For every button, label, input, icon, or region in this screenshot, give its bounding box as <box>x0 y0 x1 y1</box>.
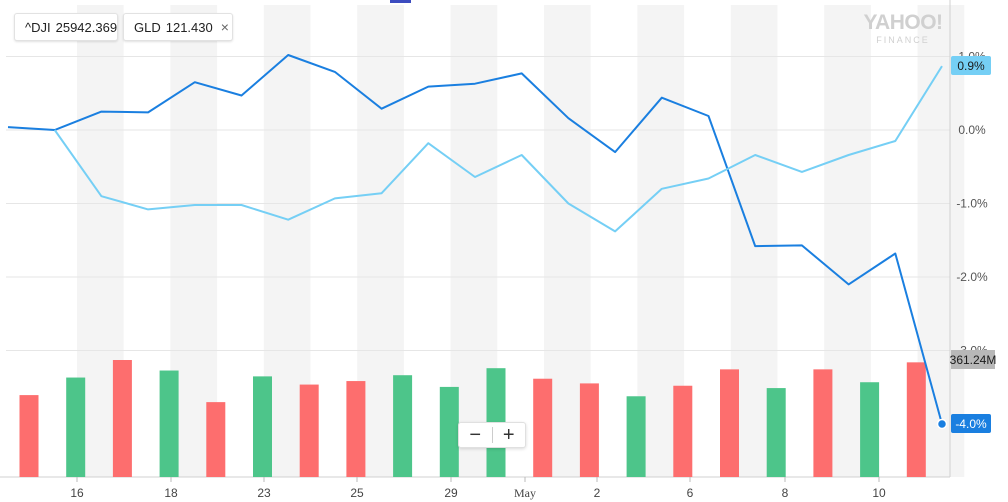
volume-bar <box>19 395 39 477</box>
volume-bar <box>206 402 226 477</box>
watermark-line2: FINANCE <box>876 35 930 45</box>
last-value-label-bg <box>951 414 991 433</box>
volume-bar <box>159 370 179 477</box>
volume-bar <box>112 360 132 477</box>
volume-bar <box>393 375 413 477</box>
volume-bar <box>253 376 272 477</box>
last-point-marker <box>936 418 948 430</box>
x-tick-label: 8 <box>782 486 789 500</box>
y-tick-label: -2.0% <box>956 270 988 284</box>
dji-value: 25942.369 <box>55 19 118 35</box>
x-tick-label: 29 <box>444 486 458 500</box>
volume-bar <box>439 386 459 477</box>
y-tick-label: 0.0% <box>958 123 986 137</box>
volume-bar <box>673 385 693 477</box>
last-value-label-bg <box>951 56 991 76</box>
x-tick-label: 23 <box>257 486 271 500</box>
watermark-line1: YAHOO! <box>863 11 943 34</box>
zoom-divider <box>491 427 493 443</box>
top-indicator <box>390 0 411 3</box>
y-tick-label: -1.0% <box>956 197 988 211</box>
volume-bar <box>766 388 786 477</box>
x-tick-label: 18 <box>164 486 178 500</box>
x-tick-label: 6 <box>687 486 694 500</box>
volume-bar <box>906 362 926 477</box>
volume-bar <box>299 384 319 477</box>
last-value-label: 0.9% <box>957 59 985 73</box>
close-icon[interactable]: × <box>220 19 229 35</box>
gld-value: 121.430 <box>165 19 213 35</box>
legend-gld[interactable]: GLD 121.430 × <box>123 13 233 41</box>
volume-bar <box>346 381 366 477</box>
volume-bar <box>66 377 86 477</box>
x-tick-label: 16 <box>70 486 84 500</box>
volume-label-bg <box>951 350 995 369</box>
gld-symbol: GLD <box>134 19 161 35</box>
zoom-in-button[interactable]: + <box>502 424 515 446</box>
volume-bar <box>813 369 833 477</box>
volume-label: 361.24M <box>950 353 997 367</box>
dji-symbol: ^DJI <box>25 19 51 35</box>
volume-bar <box>533 378 553 477</box>
series-line-dji <box>7 54 943 425</box>
x-tick-label: May <box>514 486 536 500</box>
x-tick-label: 2 <box>594 486 601 500</box>
x-tick-label: 10 <box>872 486 886 500</box>
volume-bar <box>720 369 739 477</box>
volume-bar <box>579 383 599 477</box>
yahoo-finance-watermark: YAHOO! FINANCE <box>858 12 948 46</box>
volume-bar <box>860 382 880 477</box>
series-line-gld <box>53 65 943 233</box>
volume-bar <box>626 396 646 477</box>
zoom-controls: − + <box>458 422 526 448</box>
last-value-label: -4.0% <box>955 417 987 431</box>
zoom-out-button[interactable]: − <box>469 424 482 446</box>
legend-dji[interactable]: ^DJI 25942.369 <box>14 13 118 41</box>
x-tick-label: 25 <box>350 486 364 500</box>
